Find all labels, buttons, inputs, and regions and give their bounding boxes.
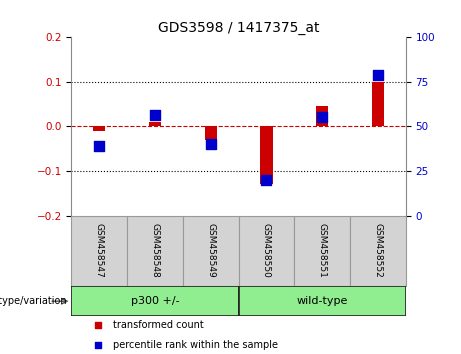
Text: GSM458549: GSM458549	[206, 223, 215, 278]
Text: transformed count: transformed count	[113, 320, 204, 330]
Bar	[316, 106, 328, 126]
Bar	[238, 216, 294, 286]
Text: percentile rank within the sample: percentile rank within the sample	[113, 339, 278, 350]
Bar	[93, 126, 106, 131]
Bar	[71, 286, 239, 316]
Bar	[350, 216, 406, 286]
Bar	[294, 216, 350, 286]
Text: GSM458551: GSM458551	[318, 223, 327, 278]
Point	[95, 342, 102, 347]
Bar	[149, 122, 161, 126]
Text: GSM458547: GSM458547	[95, 223, 104, 278]
Bar	[183, 216, 238, 286]
Bar	[127, 216, 183, 286]
Title: GDS3598 / 1417375_at: GDS3598 / 1417375_at	[158, 21, 319, 35]
Point	[95, 322, 102, 327]
Text: p300 +/-: p300 +/-	[131, 296, 179, 306]
Point	[263, 177, 270, 183]
Point	[207, 141, 214, 147]
Bar	[372, 82, 384, 126]
Point	[319, 115, 326, 120]
Text: GSM458550: GSM458550	[262, 223, 271, 278]
Bar	[238, 286, 406, 316]
Point	[95, 144, 103, 149]
Point	[374, 72, 382, 78]
Text: GSM458548: GSM458548	[150, 223, 160, 278]
Bar	[260, 126, 272, 184]
Bar	[71, 216, 127, 286]
Text: wild-type: wild-type	[296, 296, 348, 306]
Text: genotype/variation: genotype/variation	[0, 296, 67, 306]
Text: GSM458552: GSM458552	[373, 223, 382, 278]
Bar	[205, 126, 217, 140]
Point	[151, 112, 159, 118]
